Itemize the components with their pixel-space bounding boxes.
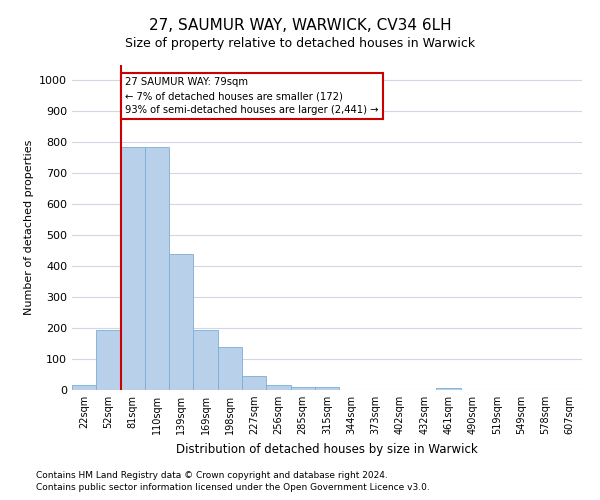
Bar <box>242 376 266 390</box>
Bar <box>121 147 145 390</box>
Bar <box>96 330 121 390</box>
Text: Size of property relative to detached houses in Warwick: Size of property relative to detached ho… <box>125 38 475 51</box>
Y-axis label: Number of detached properties: Number of detached properties <box>23 140 34 315</box>
Bar <box>436 388 461 390</box>
Bar <box>145 147 169 390</box>
Bar <box>266 386 290 390</box>
Text: Contains HM Land Registry data © Crown copyright and database right 2024.: Contains HM Land Registry data © Crown c… <box>36 470 388 480</box>
Text: 27, SAUMUR WAY, WARWICK, CV34 6LH: 27, SAUMUR WAY, WARWICK, CV34 6LH <box>149 18 451 32</box>
Text: Contains public sector information licensed under the Open Government Licence v3: Contains public sector information licen… <box>36 483 430 492</box>
Text: 27 SAUMUR WAY: 79sqm
← 7% of detached houses are smaller (172)
93% of semi-detac: 27 SAUMUR WAY: 79sqm ← 7% of detached ho… <box>125 78 379 116</box>
X-axis label: Distribution of detached houses by size in Warwick: Distribution of detached houses by size … <box>176 442 478 456</box>
Bar <box>169 254 193 390</box>
Bar <box>315 387 339 390</box>
Bar <box>290 387 315 390</box>
Bar <box>193 330 218 390</box>
Bar <box>218 346 242 390</box>
Bar <box>72 386 96 390</box>
